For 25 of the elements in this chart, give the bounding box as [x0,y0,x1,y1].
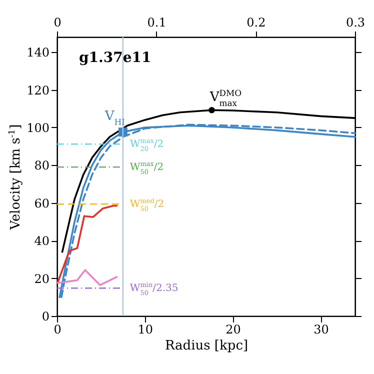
x2-tick-label: 0.1 [147,16,166,30]
x2-tick-label: 0.2 [246,16,266,30]
y-tick-label: 80 [34,158,50,173]
x2-tick-label: 0 [54,16,62,30]
ref-line-label: W$^{med}$$_{50}$/2 [130,197,164,214]
line-series [56,204,118,283]
x-tick-label: 30 [314,322,329,336]
x-axis-title: Radius [kpc] [164,338,248,354]
ref-line-label: W$^{min}$$_{50}$/2.35 [130,281,178,298]
y-tick-label: 120 [26,83,50,98]
annotation: V$_{HI}$ [104,109,125,128]
y-tick-label: 20 [34,272,50,286]
x-tick-label: 0 [54,322,62,336]
x2-tick-label: 0.3 [346,16,366,30]
ref-line-label: W$^{max}$$_{50}$/2 [130,160,164,176]
y-tick-label: 60 [34,196,50,210]
y-tick-label: 140 [26,46,50,60]
x-tick-label: 10 [138,322,154,336]
x-tick-label: 20 [226,322,241,336]
ref-line-label: W$^{max}$$_{20}$/2 [130,137,164,154]
y-tick-label: 100 [26,120,50,135]
annotation: g1.37e11 [79,50,152,66]
y-tick-label: 0 [42,310,50,324]
y-tick-label: 40 [34,234,50,248]
line-series [56,269,118,286]
